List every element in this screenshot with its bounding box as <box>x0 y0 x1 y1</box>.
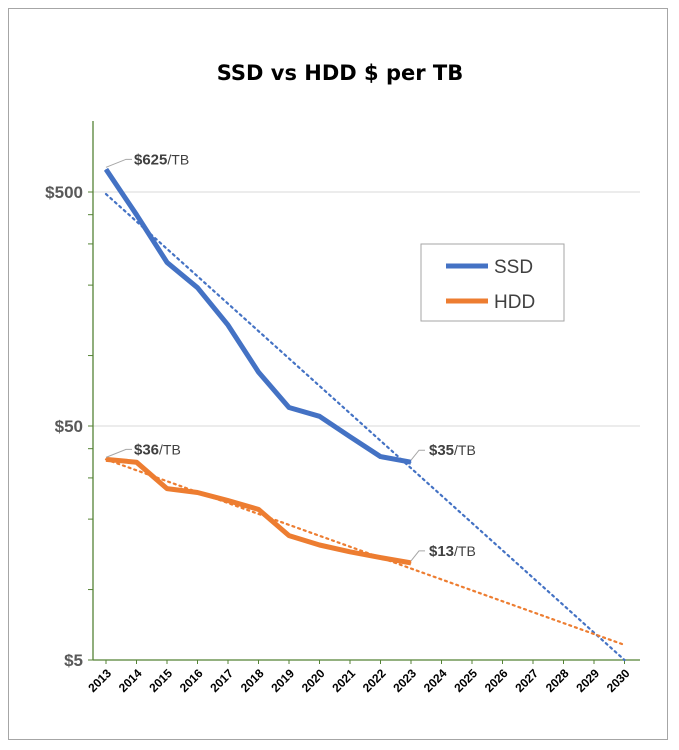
data-point-ssd <box>380 456 381 458</box>
data-point-hdd <box>258 508 259 510</box>
series-line-hdd <box>105 456 412 566</box>
annotation-leader <box>410 449 425 461</box>
data-point-ssd <box>136 214 137 216</box>
gridlines <box>93 191 640 427</box>
data-point-ssd <box>227 324 229 326</box>
data-point-hdd <box>105 458 107 460</box>
x-tick-label: 2025 <box>451 666 480 695</box>
x-tick-label: 2020 <box>299 666 328 695</box>
data-label: $625/TB <box>134 151 189 168</box>
x-tick-label: 2018 <box>238 666 267 695</box>
x-tick-label: 2017 <box>207 666 236 695</box>
data-series <box>103 167 412 566</box>
data-point-ssd <box>288 406 290 408</box>
data-point-hdd <box>319 544 320 546</box>
x-tick-label: 2024 <box>421 666 450 695</box>
x-tick-label: 2013 <box>85 666 114 695</box>
data-point-ssd <box>258 371 259 373</box>
x-tick-label: 2022 <box>360 666 389 695</box>
annotation-leader <box>105 448 132 458</box>
data-point-ssd <box>319 415 320 417</box>
data-point-hdd <box>410 562 412 564</box>
legend-label-hdd: HDD <box>494 292 535 313</box>
x-tick-label: 2028 <box>543 666 572 695</box>
data-annotations: $625/TB $35/TB $36/TB $13/TB <box>105 151 476 562</box>
data-point-ssd <box>410 461 412 463</box>
y-tick-label: $50 <box>55 417 83 436</box>
x-tick-label: 2029 <box>573 666 602 695</box>
y-tick-label: $5 <box>64 651 83 670</box>
annotation-leader <box>105 158 132 168</box>
data-point-hdd <box>288 535 290 537</box>
x-tick-label: 2015 <box>146 666 175 695</box>
legend: SSD HDD <box>420 243 565 322</box>
data-point-hdd <box>380 557 381 559</box>
trendline-ssd <box>104 192 626 662</box>
annotation-leader <box>410 550 425 562</box>
data-point-hdd <box>227 500 229 502</box>
chart-title: SSD vs HDD $ per TB <box>217 61 464 85</box>
x-tick-label: 2027 <box>512 666 541 695</box>
data-point-hdd <box>349 551 351 553</box>
data-point-ssd <box>197 287 198 289</box>
data-point-hdd <box>166 488 168 490</box>
data-label: $35/TB <box>429 442 476 459</box>
y-tick-label: $500 <box>45 183 83 202</box>
data-label: $13/TB <box>429 543 476 560</box>
x-tick-label: 2026 <box>482 666 511 695</box>
trendline-hdd <box>104 458 626 647</box>
data-label: $36/TB <box>134 441 181 458</box>
data-point-hdd <box>197 491 198 493</box>
x-tick-label: 2019 <box>268 666 297 695</box>
x-tick-label: 2016 <box>177 666 206 695</box>
data-point-ssd <box>349 436 351 438</box>
data-point-ssd <box>105 168 107 170</box>
legend-box <box>420 243 565 322</box>
series-line-ssd <box>103 167 412 465</box>
x-tick-label: 2030 <box>604 666 633 695</box>
x-tick-label: 2023 <box>390 666 419 695</box>
legend-label-ssd: SSD <box>494 257 533 278</box>
chart-frame <box>8 8 668 740</box>
x-tick-label: 2014 <box>116 666 145 695</box>
data-point-ssd <box>166 261 168 263</box>
data-point-hdd <box>136 461 137 463</box>
x-tick-label: 2021 <box>329 666 358 695</box>
